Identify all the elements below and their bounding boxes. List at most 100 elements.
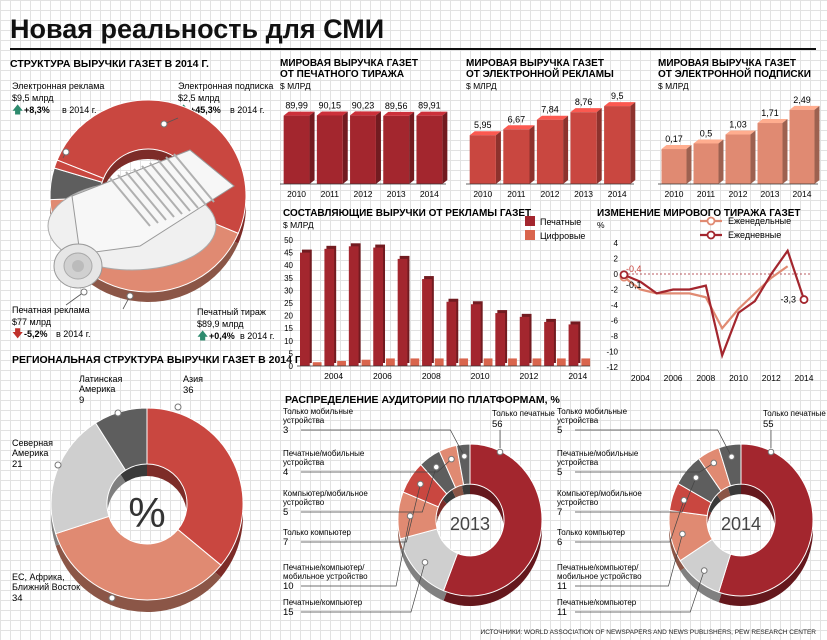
- ad-components-x-tick: 2008: [422, 371, 441, 381]
- ad-components-unit: $ МЛРД: [283, 220, 314, 230]
- ad-components-print-bar: [373, 247, 384, 366]
- print_run-bar: [350, 115, 376, 184]
- regional-slice-name: Америка: [12, 448, 48, 458]
- e_ads-bar-side: [495, 131, 501, 184]
- circulation-y-tick: 4: [614, 239, 619, 248]
- ad-components-print-bar: [397, 258, 408, 366]
- ad-components-legend-label: Цифровые: [540, 231, 585, 241]
- e-ads-annotation: Электронная реклама $9,5 млрд 🡅 +8,3% в …: [12, 81, 104, 116]
- newspaper-text-line: [117, 174, 159, 224]
- e_subs-x-tick: 2012: [729, 189, 748, 199]
- print_run-bar-side: [342, 111, 348, 184]
- audience-2014-leader-line: [575, 533, 683, 587]
- ad-components-digital-bar: [361, 359, 371, 366]
- source-note: ИСТОЧНИКИ: WORLD ASSOCIATION OF NEWSPAPE…: [481, 629, 817, 636]
- ad-components-print-bar: [568, 324, 579, 366]
- print-run-year: в 2014 г.: [240, 331, 275, 341]
- regional-slice: [55, 515, 222, 601]
- audience-2014-slice-value: 5: [557, 425, 562, 436]
- regional-slice: [146, 407, 244, 566]
- e_subs-bar: [725, 134, 751, 184]
- regional-leader-dot: [114, 409, 122, 417]
- print_run-bar-top: [383, 111, 415, 116]
- audience-2014-slice-value: 7: [557, 507, 562, 518]
- circulation-annotation: -0,4: [626, 264, 642, 274]
- print_run-value-label: 90,23: [352, 100, 375, 110]
- circulation-x-tick: 2008: [696, 373, 715, 383]
- print_run-x-tick: 2010: [287, 189, 306, 199]
- ad-components-y-tick: 45: [284, 249, 293, 258]
- audience-2013-slice-name: устройство: [283, 498, 325, 507]
- e_subs-x-tick: 2010: [665, 189, 684, 199]
- audience-2013-slice-name: устройства: [283, 416, 325, 425]
- audience-2013-leader-line: [301, 458, 452, 473]
- ad-components-x-tick: 2014: [568, 371, 587, 381]
- audience-2014-leader-dot: [710, 459, 718, 467]
- e_ads-x-tick: 2014: [608, 189, 627, 199]
- regional-slice-name: Америка: [79, 384, 115, 394]
- audience-2014-leader-dot: [679, 530, 686, 538]
- e_subs-x-tick: 2011: [697, 189, 716, 199]
- audience-2013-slice-value: 15: [283, 607, 294, 618]
- e_ads-value-label: 9,5: [611, 91, 624, 101]
- e_ads-title-line: ОТ ЭЛЕКТРОННОЙ РЕКЛАМЫ: [466, 67, 614, 80]
- audience-2013-leader-line: [301, 429, 465, 457]
- audience-2014-donut: [668, 443, 814, 606]
- audience-2014-slice-name: устройства: [557, 458, 599, 467]
- ad-components-legend-swatch: [525, 230, 535, 240]
- e_subs-value-label: 2,49: [793, 95, 811, 105]
- ad-components-print-bar: [470, 304, 481, 366]
- audience-2014-leader-dot: [767, 448, 775, 456]
- e_ads-bar-top: [469, 131, 501, 136]
- audience-2013-leader-dot: [496, 448, 504, 456]
- e_ads-x-tick: 2010: [473, 189, 492, 199]
- e_ads-bar-side: [529, 125, 535, 184]
- ad-components-y-tick: 40: [284, 261, 293, 270]
- newspaper-text-line: [133, 168, 175, 218]
- circulation-legend-label: Еженедельные: [728, 216, 791, 226]
- audience-2014-slice-value: 5: [557, 467, 562, 478]
- print_run-x-tick: 2013: [387, 189, 406, 199]
- ad-components-digital-bar: [508, 358, 517, 366]
- structure-leader-dot: [80, 288, 88, 296]
- newspaper-text-line: [141, 165, 183, 215]
- ad-components-digital-bar: [581, 358, 591, 366]
- ad-components-print-bar: [348, 246, 359, 366]
- circulation-x-tick: 2012: [762, 373, 781, 383]
- newspaper-text-line: [165, 156, 207, 206]
- regional-leader-dot: [54, 461, 62, 469]
- e_ads-bar-side: [563, 115, 569, 184]
- ad-components-print-bar: [495, 313, 506, 366]
- circulation-legend-marker: [706, 216, 716, 226]
- print_run-x-tick: 2014: [420, 189, 439, 199]
- print-ads-amount: $77 млрд: [12, 317, 52, 327]
- e_subs-bar-side: [718, 139, 724, 184]
- audience-2013-slice-value: 56: [492, 419, 503, 430]
- audience-2013-slice-value: 3: [283, 425, 288, 436]
- audience-2014-slice-value: 55: [763, 419, 774, 430]
- e_subs-x-tick: 2013: [761, 189, 780, 199]
- ad-components-print-bar: [519, 316, 530, 366]
- regional-slice: [50, 422, 127, 535]
- e_subs-title-line: МИРОВАЯ ВЫРУЧКА ГАЗЕТ: [658, 58, 796, 69]
- audience-2014-leader-line: [575, 500, 685, 543]
- audience-2014-slice-name: устройства: [557, 416, 599, 425]
- circulation-series-marker: [799, 295, 809, 304]
- audience-2013-slice-name: Печатные/компьютер: [283, 598, 363, 607]
- print_run-value-label: 89,91: [418, 101, 441, 111]
- e_ads-value-label: 8,76: [575, 97, 593, 107]
- print-ads-label: Печатная реклама: [12, 305, 90, 315]
- audience-2013-slice-value: 5: [283, 507, 288, 518]
- ad-components-x-tick: 2012: [519, 371, 538, 381]
- ad-components-y-tick: 0: [289, 362, 294, 371]
- circulation-title: ИЗМЕНЕНИЕ МИРОВОГО ТИРАЖА ГАЗЕТ: [597, 208, 801, 219]
- e_ads-x-tick: 2013: [574, 189, 593, 199]
- e-subs-year: в 2014 г.: [230, 105, 265, 115]
- ad-components-y-tick: 25: [284, 299, 293, 308]
- audience-2014-label: Печатные/компьютер/мобильное устройство1…: [557, 530, 686, 592]
- ad-components-y-tick: 15: [284, 324, 293, 333]
